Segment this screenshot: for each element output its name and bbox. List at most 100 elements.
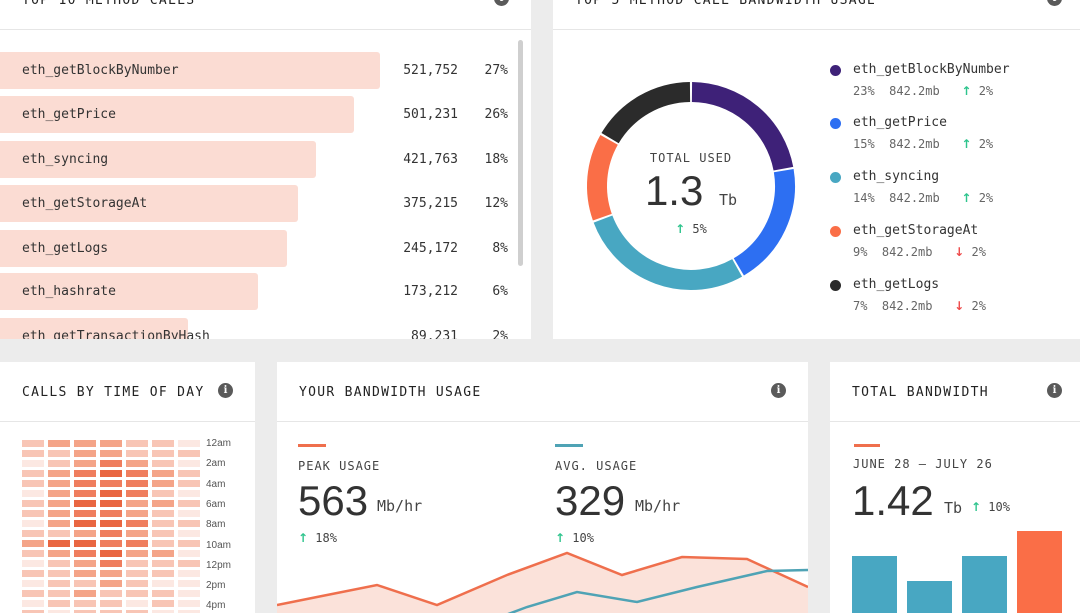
heatmap-cell[interactable] <box>100 590 122 597</box>
heatmap-cell[interactable] <box>74 530 96 537</box>
heatmap-cell[interactable] <box>178 570 200 577</box>
heatmap-cell[interactable] <box>100 600 122 607</box>
heatmap-cell[interactable] <box>100 470 122 477</box>
heatmap-cell[interactable] <box>178 500 200 507</box>
heatmap-cell[interactable] <box>100 580 122 587</box>
heatmap-cell[interactable] <box>48 520 70 527</box>
heatmap-cell[interactable] <box>74 490 96 497</box>
heatmap-cell[interactable] <box>178 600 200 607</box>
heatmap-cell[interactable] <box>48 530 70 537</box>
heatmap-cell[interactable] <box>74 610 96 613</box>
donut-slice[interactable] <box>691 82 794 171</box>
heatmap-cell[interactable] <box>152 560 174 567</box>
info-icon[interactable]: i <box>1047 383 1062 398</box>
heatmap-cell[interactable] <box>22 540 44 547</box>
heatmap-cell[interactable] <box>74 500 96 507</box>
heatmap-cell[interactable] <box>48 470 70 477</box>
heatmap-cell[interactable] <box>48 500 70 507</box>
heatmap-cell[interactable] <box>152 460 174 467</box>
heatmap-cell[interactable] <box>74 510 96 517</box>
donut-slice[interactable] <box>733 169 795 276</box>
info-icon[interactable]: i <box>771 383 786 398</box>
heatmap-cell[interactable] <box>126 570 148 577</box>
heatmap-cell[interactable] <box>100 450 122 457</box>
donut-slice[interactable] <box>593 215 743 290</box>
heatmap-cell[interactable] <box>126 550 148 557</box>
heatmap-cell[interactable] <box>22 580 44 587</box>
heatmap-cell[interactable] <box>126 600 148 607</box>
donut-slice[interactable] <box>587 134 618 221</box>
heatmap-cell[interactable] <box>74 460 96 467</box>
heatmap-cell[interactable] <box>22 520 44 527</box>
heatmap-cell[interactable] <box>100 540 122 547</box>
heatmap-cell[interactable] <box>100 550 122 557</box>
heatmap-cell[interactable] <box>22 450 44 457</box>
heatmap-cell[interactable] <box>22 600 44 607</box>
heatmap-cell[interactable] <box>22 550 44 557</box>
heatmap-cell[interactable] <box>74 440 96 447</box>
heatmap-cell[interactable] <box>152 440 174 447</box>
heatmap-cell[interactable] <box>126 480 148 487</box>
heatmap-cell[interactable] <box>152 500 174 507</box>
heatmap-cell[interactable] <box>74 550 96 557</box>
heatmap-cell[interactable] <box>48 480 70 487</box>
heatmap-cell[interactable] <box>22 530 44 537</box>
heatmap-cell[interactable] <box>74 590 96 597</box>
heatmap-cell[interactable] <box>74 480 96 487</box>
heatmap-cell[interactable] <box>48 570 70 577</box>
heatmap-cell[interactable] <box>152 480 174 487</box>
heatmap-cell[interactable] <box>100 520 122 527</box>
legend-item[interactable]: eth_syncing 14% 842.2mb ↑ 2% <box>830 169 1070 213</box>
heatmap-cell[interactable] <box>22 510 44 517</box>
heatmap-cell[interactable] <box>100 530 122 537</box>
heatmap-cell[interactable] <box>178 480 200 487</box>
heatmap-cell[interactable] <box>152 490 174 497</box>
heatmap-cell[interactable] <box>100 560 122 567</box>
heatmap-cell[interactable] <box>48 490 70 497</box>
legend-item[interactable]: eth_getStorageAt 9% 842.2mb ↓ 2% <box>830 223 1070 267</box>
heatmap-cell[interactable] <box>22 500 44 507</box>
method-call-row[interactable]: eth_getStorageAt 375,215 12% <box>0 185 520 222</box>
heatmap-cell[interactable] <box>152 550 174 557</box>
heatmap-cell[interactable] <box>22 610 44 613</box>
heatmap-cell[interactable] <box>126 610 148 613</box>
heatmap-cell[interactable] <box>152 520 174 527</box>
heatmap-cell[interactable] <box>126 490 148 497</box>
heatmap-cell[interactable] <box>178 530 200 537</box>
heatmap-cell[interactable] <box>126 580 148 587</box>
heatmap-cell[interactable] <box>74 580 96 587</box>
method-call-row[interactable]: eth_getBlockByNumber 521,752 27% <box>0 52 520 89</box>
heatmap-cell[interactable] <box>178 440 200 447</box>
heatmap-cell[interactable] <box>22 570 44 577</box>
method-call-row[interactable]: eth_getTransactionByHash 89,231 2% <box>0 318 520 339</box>
heatmap-cell[interactable] <box>74 570 96 577</box>
donut-slice[interactable] <box>601 82 691 144</box>
heatmap-cell[interactable] <box>152 470 174 477</box>
heatmap-cell[interactable] <box>100 510 122 517</box>
heatmap-cell[interactable] <box>152 510 174 517</box>
heatmap-cell[interactable] <box>100 610 122 613</box>
info-icon[interactable]: i <box>494 0 509 6</box>
heatmap-cell[interactable] <box>126 560 148 567</box>
heatmap-cell[interactable] <box>126 500 148 507</box>
method-call-row[interactable]: eth_getLogs 245,172 8% <box>0 230 520 267</box>
heatmap-cell[interactable] <box>126 470 148 477</box>
method-call-row[interactable]: eth_hashrate 173,212 6% <box>0 273 520 310</box>
heatmap-cell[interactable] <box>178 540 200 547</box>
heatmap-cell[interactable] <box>100 490 122 497</box>
heatmap-cell[interactable] <box>126 440 148 447</box>
heatmap-cell[interactable] <box>178 560 200 567</box>
heatmap-cell[interactable] <box>126 590 148 597</box>
heatmap-cell[interactable] <box>152 540 174 547</box>
heatmap-cell[interactable] <box>74 470 96 477</box>
heatmap-cell[interactable] <box>74 600 96 607</box>
heatmap-cell[interactable] <box>152 610 174 613</box>
heatmap-cell[interactable] <box>48 610 70 613</box>
heatmap-cell[interactable] <box>22 460 44 467</box>
heatmap-cell[interactable] <box>74 560 96 567</box>
heatmap-cell[interactable] <box>126 530 148 537</box>
heatmap-cell[interactable] <box>152 590 174 597</box>
heatmap-cell[interactable] <box>48 600 70 607</box>
heatmap-cell[interactable] <box>178 550 200 557</box>
info-icon[interactable]: i <box>1047 0 1062 6</box>
